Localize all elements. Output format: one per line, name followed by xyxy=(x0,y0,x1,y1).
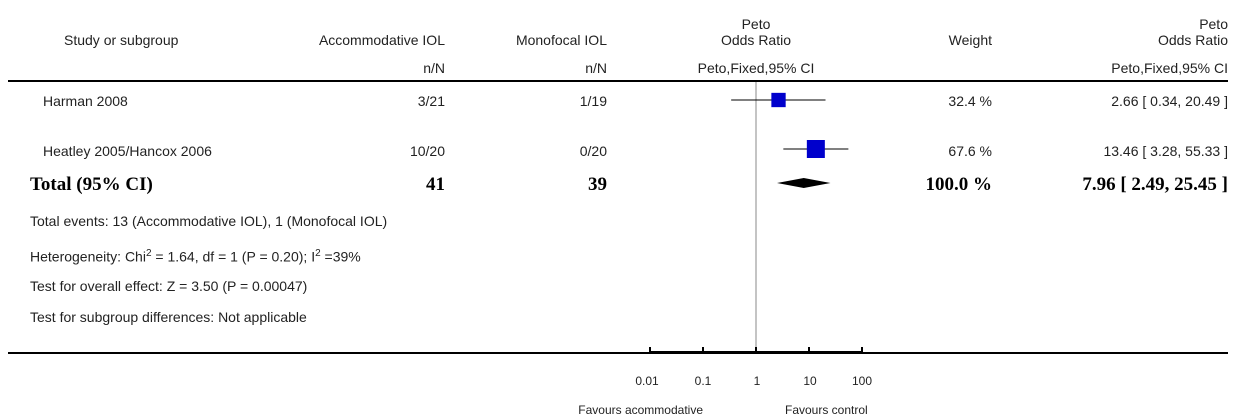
weight-value: 67.6 % xyxy=(948,143,992,159)
tick-label: 0.01 xyxy=(635,374,659,388)
overall-effect-note: Test for overall effect: Z = 3.50 (P = 0… xyxy=(30,278,308,294)
group2-value: 1/19 xyxy=(579,93,607,109)
effect-value: 2.66 [ 0.34, 20.49 ] xyxy=(1111,93,1228,109)
group2-header: Monofocal IOL xyxy=(515,32,607,48)
group2-subheader: n/N xyxy=(585,60,607,76)
favours-right-label: Favours control xyxy=(785,403,868,417)
header-divider xyxy=(8,80,1228,82)
heterogeneity-note: Heterogeneity: Chi2 = 1.64, df = 1 (P = … xyxy=(30,248,361,265)
study-header: Study or subgroup xyxy=(64,32,179,48)
study-marker xyxy=(806,140,825,158)
total-label: Total (95% CI) xyxy=(30,174,153,195)
effect-subheader: Peto,Fixed,95% CI xyxy=(1111,60,1228,76)
total-effect: 7.96 [ 2.49, 25.45 ] xyxy=(1082,174,1228,195)
subgroup-note: Test for subgroup differences: Not appli… xyxy=(30,309,307,325)
group1-subheader: n/N xyxy=(423,60,445,76)
total-group2: 39 xyxy=(588,174,607,195)
total-weight: 100.0 % xyxy=(925,174,993,195)
weight-value: 32.4 % xyxy=(948,93,992,109)
group2-value: 0/20 xyxy=(579,143,607,159)
total-events-note: Total events: 13 (Accommodative IOL), 1 … xyxy=(30,213,388,229)
plot-title-line2: Odds Ratio xyxy=(720,32,792,48)
plot-title-line1: Peto xyxy=(741,16,771,32)
effect-value: 13.46 [ 3.28, 55.33 ] xyxy=(1103,143,1228,159)
group1-header: Accommodative IOL xyxy=(318,32,445,48)
group1-value: 10/20 xyxy=(409,143,445,159)
study-marker xyxy=(771,92,786,108)
study-name: Harman 2008 xyxy=(43,93,128,109)
weight-header: Weight xyxy=(948,32,992,48)
group1-value: 3/21 xyxy=(417,93,445,109)
effect-title-line1: Peto xyxy=(1199,16,1228,32)
plot-subheader: Peto,Fixed,95% CI xyxy=(697,60,815,76)
total-group1: 41 xyxy=(426,174,445,195)
tick-label: 100 xyxy=(851,374,873,388)
effect-title-line2: Odds Ratio xyxy=(1157,32,1228,48)
footer-divider xyxy=(8,352,1228,354)
tick-label: 10 xyxy=(803,374,817,388)
pooled-diamond xyxy=(776,178,831,188)
tick-label: 0.1 xyxy=(694,374,712,388)
study-name: Heatley 2005/Hancox 2006 xyxy=(43,143,212,159)
favours-left-label: Favours acommodative xyxy=(578,403,703,417)
tick-label: 1 xyxy=(753,374,761,388)
